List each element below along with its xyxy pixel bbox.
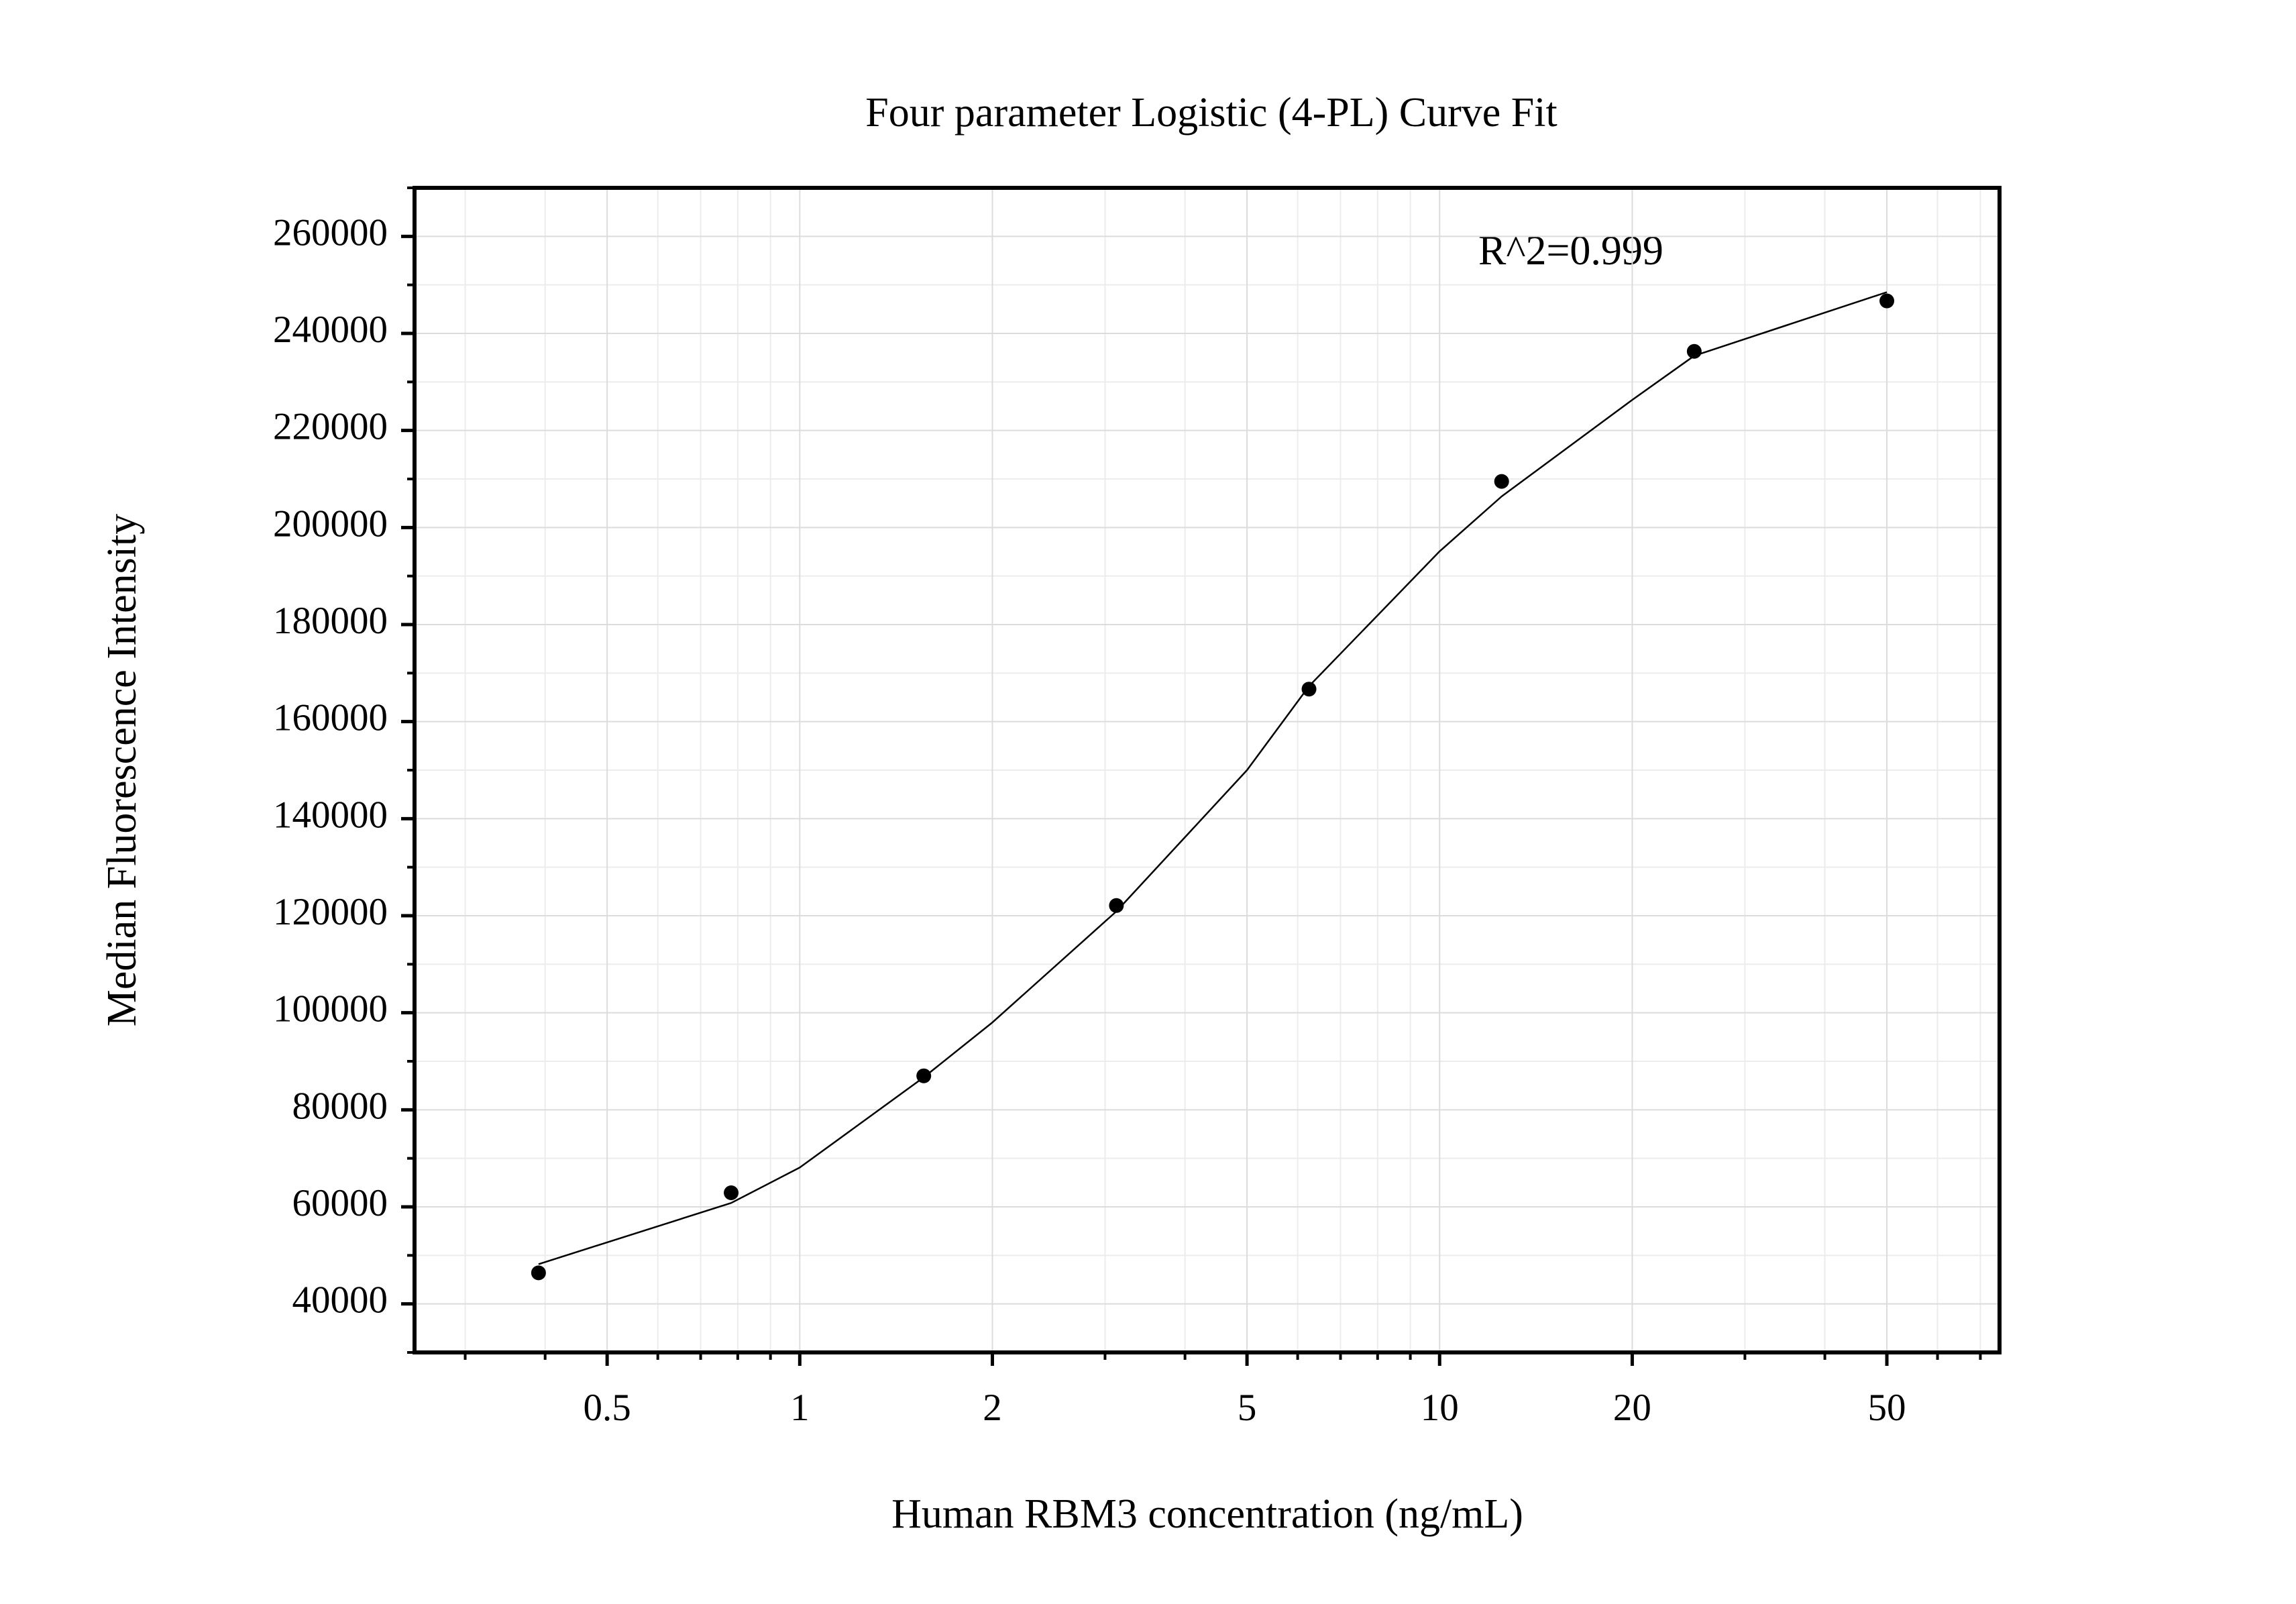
x-tick-label: 50 xyxy=(1868,1387,1906,1429)
y-tick-label: 180000 xyxy=(273,600,388,642)
data-point xyxy=(1494,474,1509,489)
data-point xyxy=(916,1068,932,1083)
y-tick-label: 260000 xyxy=(273,211,388,254)
plot-frame xyxy=(413,186,2002,1354)
y-tick-label: 80000 xyxy=(292,1085,388,1127)
data-point xyxy=(1879,293,1895,309)
data-point xyxy=(1109,898,1124,913)
x-tick-label: 20 xyxy=(1613,1387,1651,1429)
annotation: R^2=0.999 xyxy=(1478,228,1663,274)
y-tick-label: 200000 xyxy=(273,502,388,545)
fit-curve xyxy=(538,291,1888,1265)
y-axis-label: Median Fluorescence Intensity xyxy=(99,514,145,1026)
data-point xyxy=(724,1185,739,1201)
x-tick-label: 5 xyxy=(1238,1387,1257,1429)
y-tick-label: 60000 xyxy=(292,1182,388,1224)
x-tick-label: 10 xyxy=(1421,1387,1459,1429)
y-tick-label: 220000 xyxy=(273,406,388,448)
chart-title: Four parameter Logistic (4-PL) Curve Fit xyxy=(865,90,1557,136)
data-point xyxy=(1301,682,1317,697)
y-tick-label: 120000 xyxy=(273,891,388,933)
y-tick-label: 140000 xyxy=(273,794,388,836)
y-tick-label: 40000 xyxy=(292,1279,388,1322)
data-point xyxy=(1686,343,1702,359)
data-point xyxy=(531,1265,546,1281)
x-tick-label: 1 xyxy=(790,1387,810,1429)
x-tick-label: 0.5 xyxy=(584,1387,631,1429)
y-tick-label: 100000 xyxy=(273,988,388,1030)
y-tick-label: 240000 xyxy=(273,309,388,351)
x-axis-label: Human RBM3 concentration (ng/mL) xyxy=(891,1491,1523,1537)
x-tick-label: 2 xyxy=(983,1387,1002,1429)
y-tick-label: 160000 xyxy=(273,697,388,739)
